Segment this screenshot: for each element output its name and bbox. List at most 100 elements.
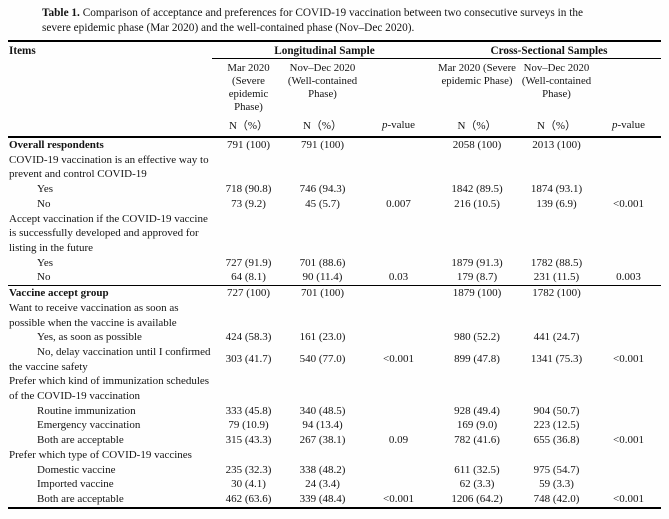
- cell-value: 791 (100): [226, 139, 271, 151]
- cell-value: 333 (45.8): [225, 404, 272, 417]
- row-label: No: [37, 271, 51, 284]
- pvalue-p-italic: p: [612, 119, 618, 132]
- row-label: Both are acceptable: [37, 434, 124, 447]
- cell-value: 1879 (91.3): [451, 256, 503, 269]
- cell-value: 1874 (93.1): [530, 183, 583, 196]
- subheader-n-pct-3: N（%）: [457, 120, 497, 133]
- subheader-n-pct-4: N（%）: [536, 120, 577, 133]
- cell-value: 62 (3.3): [459, 478, 495, 491]
- group-header-longitudinal: Longitudinal Sample: [212, 45, 437, 59]
- cell-value: 1842 (89.5): [451, 183, 503, 196]
- cell-value: 1782 (88.5): [530, 256, 583, 269]
- cell-value: 782 (41.6): [454, 434, 500, 447]
- cell-value: 746 (94.3): [299, 183, 346, 196]
- cell-value: 338 (48.2): [299, 463, 346, 476]
- cell-value: 235 (32.3): [225, 463, 272, 476]
- cell-value: 267 (38.1): [299, 434, 346, 447]
- row-label: Accept vaccination if the COVID-19 vacci…: [9, 212, 208, 254]
- pvalue-p-italic: p: [382, 119, 388, 132]
- column-header-long-pvalue-spacer: [360, 59, 437, 63]
- table-group-header-row: Items Longitudinal Sample Cross-Sectiona…: [8, 42, 661, 59]
- cell-value: 1206 (64.2): [451, 492, 503, 505]
- row-label: Want to receive vaccination as soon as p…: [9, 301, 179, 329]
- caption-text-line2: severe epidemic phase (Mar 2020) and the…: [42, 22, 415, 34]
- table-top-rule: [8, 40, 661, 42]
- table-row: COVID-19 vaccination is an effective way…: [8, 153, 661, 182]
- row-label: Yes, as soon as possible: [37, 331, 142, 344]
- table-caption: Table 1. Comparison of acceptance and pr…: [0, 0, 669, 36]
- cell-value: 0.09: [388, 434, 409, 447]
- cell-value: 791 (100): [300, 139, 345, 151]
- row-label: Imported vaccine: [37, 478, 114, 491]
- cell-value: 899 (47.8): [454, 353, 500, 366]
- column-header-long-mar2020: Mar 2020 (Severe epidemic Phase): [227, 61, 270, 114]
- cell-value: 975 (54.7): [533, 463, 580, 476]
- table-subheader-row: N（%） N（%） p-value N（%） N（%） p-value: [8, 115, 661, 136]
- cell-value: 0.007: [386, 197, 411, 210]
- cell-value: 0.003: [616, 271, 641, 284]
- row-label: No, delay vaccination until I confirmed …: [9, 345, 211, 373]
- cell-value: <0.001: [613, 434, 644, 447]
- cell-value: 79 (10.9): [228, 419, 269, 432]
- cell-value: 748 (42.0): [533, 492, 580, 505]
- cell-value: 339 (48.4): [299, 492, 346, 505]
- cell-value: <0.001: [613, 353, 644, 366]
- row-label: Vaccine accept group: [9, 287, 109, 300]
- table-column-header-row: Mar 2020 (Severe epidemic Phase) Nov–Dec…: [8, 59, 661, 116]
- column-header-cross-novdec2020: Nov–Dec 2020 (Well-contained Phase): [521, 61, 592, 100]
- cell-value: 1341 (75.3): [530, 353, 583, 366]
- cell-value: <0.001: [383, 492, 414, 505]
- table-row: Yes 727 (91.9) 701 (88.6) 1879 (91.3) 1782 (…: [8, 256, 661, 271]
- cell-value: 64 (8.1): [231, 271, 266, 284]
- cell-value: 928 (49.4): [454, 404, 500, 417]
- comparison-table: Items Longitudinal Sample Cross-Sectiona…: [8, 40, 661, 509]
- row-label: Yes: [37, 256, 54, 269]
- cell-value: 169 (9.0): [456, 419, 498, 432]
- table-row: Prefer which type of COVID-19 vaccines: [8, 448, 661, 463]
- subheader-n-pct-2: N（%）: [302, 120, 343, 133]
- cell-value: 24 (3.4): [305, 478, 340, 491]
- table-bottom-rule: [8, 506, 661, 509]
- table-section-rule: [8, 285, 661, 287]
- cell-value: <0.001: [383, 353, 414, 366]
- row-label: Prefer which kind of immunization schedu…: [9, 375, 210, 403]
- cell-value: 441 (24.7): [533, 331, 580, 344]
- cell-value: 73 (9.2): [231, 197, 266, 210]
- table-row: Yes, as soon as possible 424 (58.3) 161 (2…: [8, 330, 661, 345]
- row-label: Prefer which type of COVID-19 vaccines: [9, 448, 192, 461]
- pvalue-rest: -value: [387, 119, 415, 132]
- cell-value: 179 (8.7): [456, 271, 498, 284]
- row-label: Domestic vaccine: [37, 463, 116, 476]
- table-header-rule: [8, 136, 661, 138]
- subheader-pvalue-1: p-value: [360, 119, 437, 131]
- cell-value: 231 (11.5): [533, 271, 580, 284]
- cell-value: 223 (12.5): [533, 419, 580, 432]
- subheader-pvalue-2: p-value: [596, 119, 661, 131]
- cell-value: 904 (50.7): [533, 404, 580, 417]
- row-label: COVID-19 vaccination is an effective way…: [9, 153, 209, 181]
- table-row: Domestic vaccine 235 (32.3) 338 (48.2) 611 …: [8, 463, 661, 478]
- cell-value: 727 (100): [226, 287, 271, 300]
- row-label: Routine immunization: [37, 404, 136, 417]
- caption-text-line1: Comparison of acceptance and preferences…: [82, 7, 584, 19]
- table-row: Vaccine accept group 727 (100) 701 (100) 18…: [8, 286, 661, 301]
- cell-value: 303 (41.7): [225, 353, 272, 366]
- cell-value: 1782 (100): [532, 287, 581, 300]
- column-header-long-novdec2020: Nov–Dec 2020 (Well-contained Phase): [287, 61, 358, 100]
- table-row: No 73 (9.2) 45 (5.7) 0.007 216 (10.5) 139 (6.…: [8, 197, 661, 212]
- cell-value: 980 (52.2): [454, 331, 500, 344]
- pvalue-rest: -value: [617, 119, 645, 132]
- table-row: Overall respondents 791 (100) 791 (100) 205…: [8, 138, 661, 153]
- row-label: Both are acceptable: [37, 492, 124, 505]
- group-header-cross-sectional: Cross-Sectional Samples: [437, 45, 661, 59]
- cell-value: 2058 (100): [452, 139, 502, 151]
- cell-value: 30 (4.1): [231, 478, 266, 491]
- table-row: Both are acceptable 315 (43.3) 267 (38.1) 0…: [8, 433, 661, 448]
- cell-value: 0.03: [388, 271, 409, 284]
- cell-value: 718 (90.8): [225, 183, 272, 196]
- subheader-n-pct-1: N（%）: [228, 120, 269, 133]
- table-row: Imported vaccine 30 (4.1) 24 (3.4) 62 (3.3)…: [8, 477, 661, 492]
- table-row: Accept vaccination if the COVID-19 vacci…: [8, 212, 661, 256]
- cell-value: 216 (10.5): [454, 197, 500, 210]
- row-label: Overall respondents: [9, 139, 104, 151]
